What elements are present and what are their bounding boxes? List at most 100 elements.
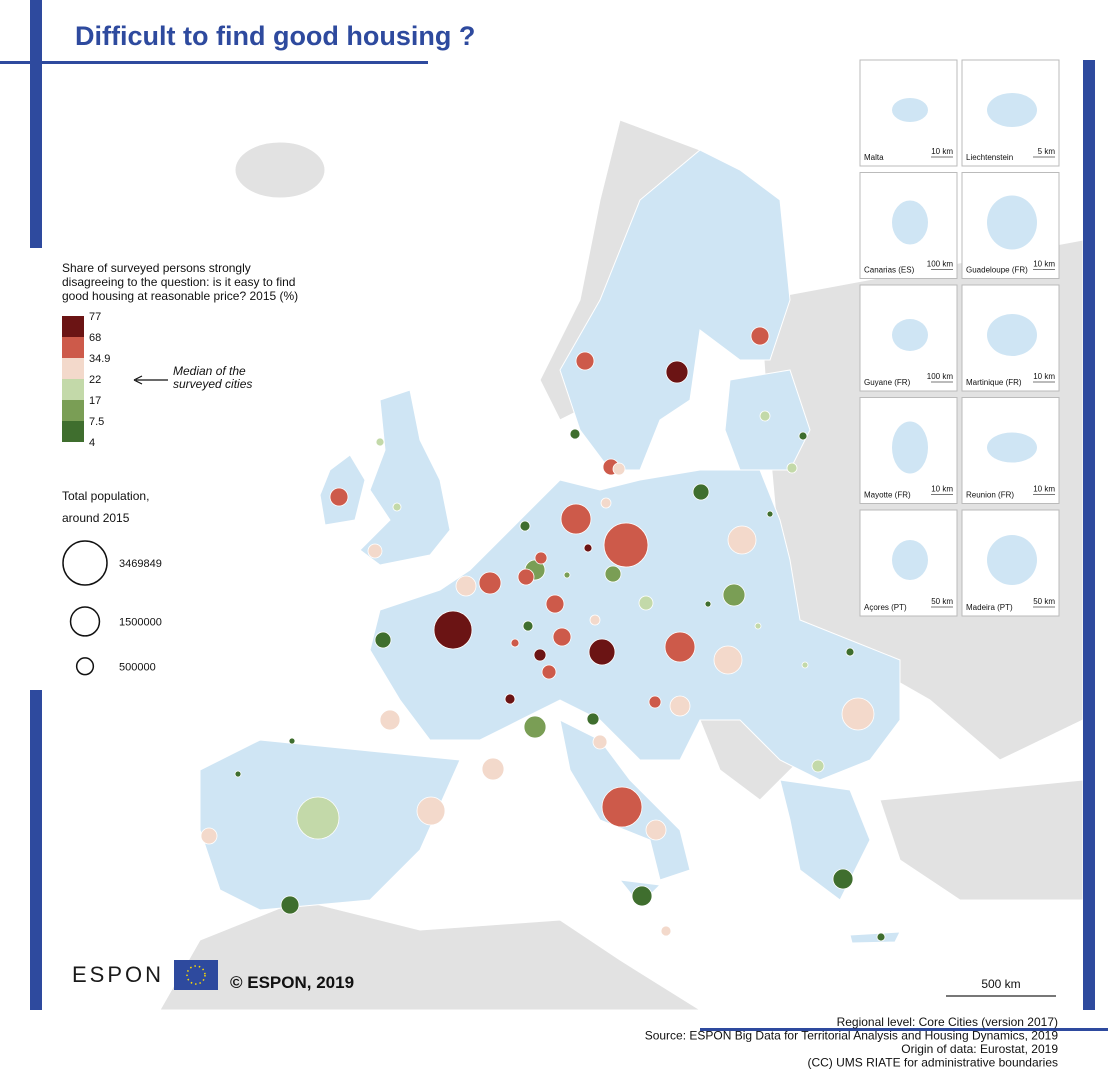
- inset-scale: 50 km: [1033, 597, 1055, 606]
- city: [523, 715, 547, 739]
- logo: ESPON © ESPON, 2019: [72, 960, 354, 992]
- size-legend-circle: [75, 657, 95, 676]
- non-eu-land: [879, 779, 1084, 901]
- eu-stars: [186, 965, 206, 985]
- city: [601, 786, 643, 828]
- city: [631, 885, 653, 907]
- sources: Regional level: Core Cities (version 201…: [645, 1015, 1059, 1070]
- city: [541, 664, 557, 680]
- size-legend-circle: [69, 606, 101, 637]
- city: [604, 565, 622, 583]
- crete: [849, 931, 901, 944]
- city: [645, 819, 667, 841]
- city: [329, 487, 349, 507]
- scandinavia: [559, 149, 791, 471]
- city: [713, 645, 743, 675]
- city: [533, 648, 547, 662]
- city: [534, 551, 548, 565]
- city: [612, 462, 626, 476]
- city: [569, 428, 581, 440]
- median-note: Median of the: [173, 364, 246, 378]
- city: [845, 647, 855, 657]
- city: [522, 620, 534, 632]
- inset-name: Martinique (FR): [966, 378, 1022, 387]
- side-bar: [30, 690, 42, 1010]
- city: [374, 631, 392, 649]
- inset-scale: 100 km: [927, 372, 954, 381]
- city: [478, 571, 502, 595]
- legend-break: 17: [89, 395, 101, 407]
- city: [517, 568, 535, 586]
- city: [379, 709, 401, 731]
- median-note: surveyed cities: [173, 377, 252, 391]
- title-rule: [0, 61, 428, 64]
- non-eu-land: [159, 899, 702, 1011]
- legend-title: Share of surveyed persons strongly: [62, 261, 251, 275]
- city: [665, 360, 689, 384]
- legend-swatch: [62, 358, 84, 379]
- inset-land: [892, 200, 928, 245]
- city: [519, 520, 531, 532]
- city: [603, 522, 649, 568]
- legend-swatch: [62, 421, 84, 442]
- city: [727, 525, 757, 555]
- espon-logo: ESPON: [72, 962, 164, 987]
- city: [510, 638, 520, 648]
- greece: [779, 779, 871, 901]
- city: [392, 502, 402, 512]
- city: [600, 497, 612, 509]
- median-arrowhead: [133, 375, 143, 385]
- inset-name: Reunion (FR): [966, 491, 1014, 500]
- inset-land: [987, 535, 1037, 585]
- city: [234, 770, 242, 778]
- continent: [369, 469, 901, 781]
- source-line: Origin of data: Eurostat, 2019: [901, 1042, 1058, 1056]
- side-bar: [30, 0, 42, 248]
- frame: [0, 0, 1108, 1031]
- inset-name: Liechtenstein: [966, 153, 1013, 162]
- city: [481, 757, 505, 781]
- city: [660, 925, 672, 937]
- legend-swatch: [62, 379, 84, 400]
- city: [648, 695, 662, 709]
- legend-break: 34.9: [89, 353, 110, 365]
- title: Difficult to find good housing ?: [75, 21, 475, 51]
- city: [786, 462, 798, 474]
- source-line: (CC) UMS RIATE for administrative bounda…: [807, 1056, 1058, 1070]
- inset-land: [987, 314, 1037, 356]
- city: [841, 697, 875, 731]
- legend-title: good housing at reasonable price? 2015 (…: [62, 289, 298, 303]
- city: [589, 614, 601, 626]
- legend-break: 22: [89, 374, 101, 386]
- city: [563, 571, 571, 579]
- city: [583, 543, 593, 553]
- inset-land: [987, 93, 1037, 127]
- city: [280, 895, 300, 915]
- inset-land: [892, 421, 928, 474]
- inset-name: Açores (PT): [864, 603, 907, 612]
- city: [200, 827, 218, 845]
- legend-title: disagreeing to the question: is it easy …: [62, 275, 295, 289]
- city: [592, 734, 608, 750]
- city: [575, 351, 595, 371]
- inset-land: [892, 540, 928, 580]
- city: [832, 868, 854, 890]
- inset-scale: 10 km: [1033, 372, 1055, 381]
- size-legend-title: around 2015: [62, 511, 130, 525]
- legend-swatch: [62, 337, 84, 358]
- legend-swatch: [62, 316, 84, 337]
- great-britain: [359, 389, 451, 566]
- city: [455, 575, 477, 597]
- city: [504, 693, 516, 705]
- inset-name: Malta: [864, 153, 884, 162]
- city: [722, 583, 746, 607]
- size-legend-label: 1500000: [119, 616, 162, 628]
- source-line: Regional level: Core Cities (version 201…: [837, 1015, 1058, 1029]
- city: [416, 796, 446, 826]
- size-legend-label: 3469849: [119, 558, 162, 570]
- city: [552, 627, 572, 647]
- inset-land: [987, 432, 1037, 463]
- inset-scale: 100 km: [927, 260, 954, 269]
- inset-scale: 5 km: [1038, 147, 1056, 156]
